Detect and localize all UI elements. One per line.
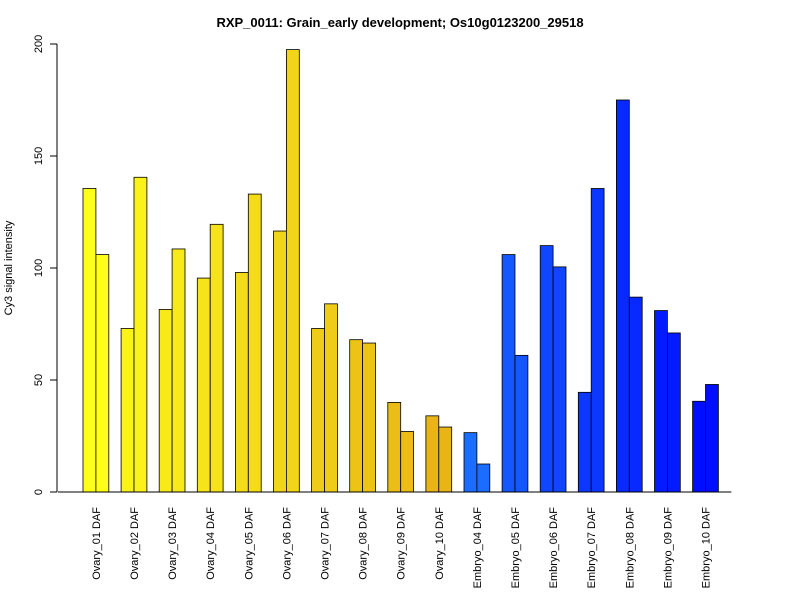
bar-7-2 [324, 303, 338, 493]
bar-5-1 [234, 272, 249, 493]
bar-13-2 [552, 266, 567, 493]
bar-13-1 [539, 245, 554, 493]
bar-11-2 [476, 463, 491, 493]
bars-group [82, 49, 719, 493]
bar-14-1 [577, 391, 592, 493]
category-label: Ovary_06 DAF [281, 507, 293, 580]
y-axis-label: Cy3 signal intensity [3, 220, 15, 315]
bar-1-1 [82, 188, 97, 493]
bar-11-1 [463, 432, 478, 493]
chart-title: RXP_0011: Grain_early development; Os10g… [216, 15, 583, 30]
bar-7-1 [311, 328, 325, 493]
category-label: Ovary_03 DAF [167, 507, 179, 580]
category-label: Ovary_04 DAF [205, 507, 217, 580]
bar-16-2 [667, 332, 681, 493]
bar-15-1 [616, 99, 630, 493]
bar-2-1 [120, 328, 135, 493]
category-label: Embryo_07 DAF [586, 507, 598, 589]
bar-10-2 [438, 426, 453, 493]
bar-14-2 [590, 188, 605, 493]
y-tick-label: 150 [33, 147, 45, 165]
bar-9-1 [387, 401, 402, 493]
category-label: Embryo_10 DAF [701, 507, 713, 589]
bar-17-1 [692, 400, 706, 493]
category-label: Embryo_05 DAF [510, 507, 522, 589]
category-label: Ovary_01 DAF [91, 507, 103, 580]
bar-1-2 [95, 254, 110, 493]
bar-15-2 [628, 296, 643, 493]
category-label: Embryo_06 DAF [548, 507, 560, 589]
y-axis: 0 50 100 150 200 [33, 35, 58, 495]
y-tick-label: 0 [33, 489, 45, 495]
y-tick-label: 100 [33, 259, 45, 277]
bar-8-1 [349, 339, 364, 493]
category-label: Ovary_10 DAF [434, 507, 446, 580]
bar-6-2 [285, 49, 300, 493]
category-label: Ovary_08 DAF [358, 507, 370, 580]
category-labels: Ovary_01 DAF Ovary_02 DAF Ovary_03 DAF Ovar… [91, 507, 713, 589]
bar-2-2 [133, 176, 148, 493]
bar-8-2 [362, 342, 376, 493]
bar-6-1 [273, 230, 287, 493]
bar-16-1 [654, 310, 668, 493]
bar-4-2 [209, 223, 224, 493]
category-label: Ovary_05 DAF [243, 507, 255, 580]
bar-4-1 [196, 277, 211, 493]
category-label: Ovary_02 DAF [129, 507, 141, 580]
category-label: Embryo_08 DAF [624, 507, 636, 589]
bar-12-1 [501, 254, 516, 493]
y-tick-label: 200 [33, 35, 45, 53]
bar-3-2 [171, 248, 186, 493]
category-label: Embryo_09 DAF [662, 507, 674, 589]
category-label: Embryo_04 DAF [472, 507, 484, 589]
bar-9-2 [400, 431, 415, 493]
bar-5-2 [247, 193, 262, 493]
category-label: Ovary_09 DAF [396, 507, 408, 580]
bar-17-2 [705, 384, 719, 493]
y-tick-label: 50 [33, 374, 45, 386]
bar-3-1 [158, 309, 173, 493]
bar-12-2 [514, 354, 529, 493]
category-label: Ovary_07 DAF [320, 507, 332, 580]
bar-10-1 [425, 415, 440, 493]
